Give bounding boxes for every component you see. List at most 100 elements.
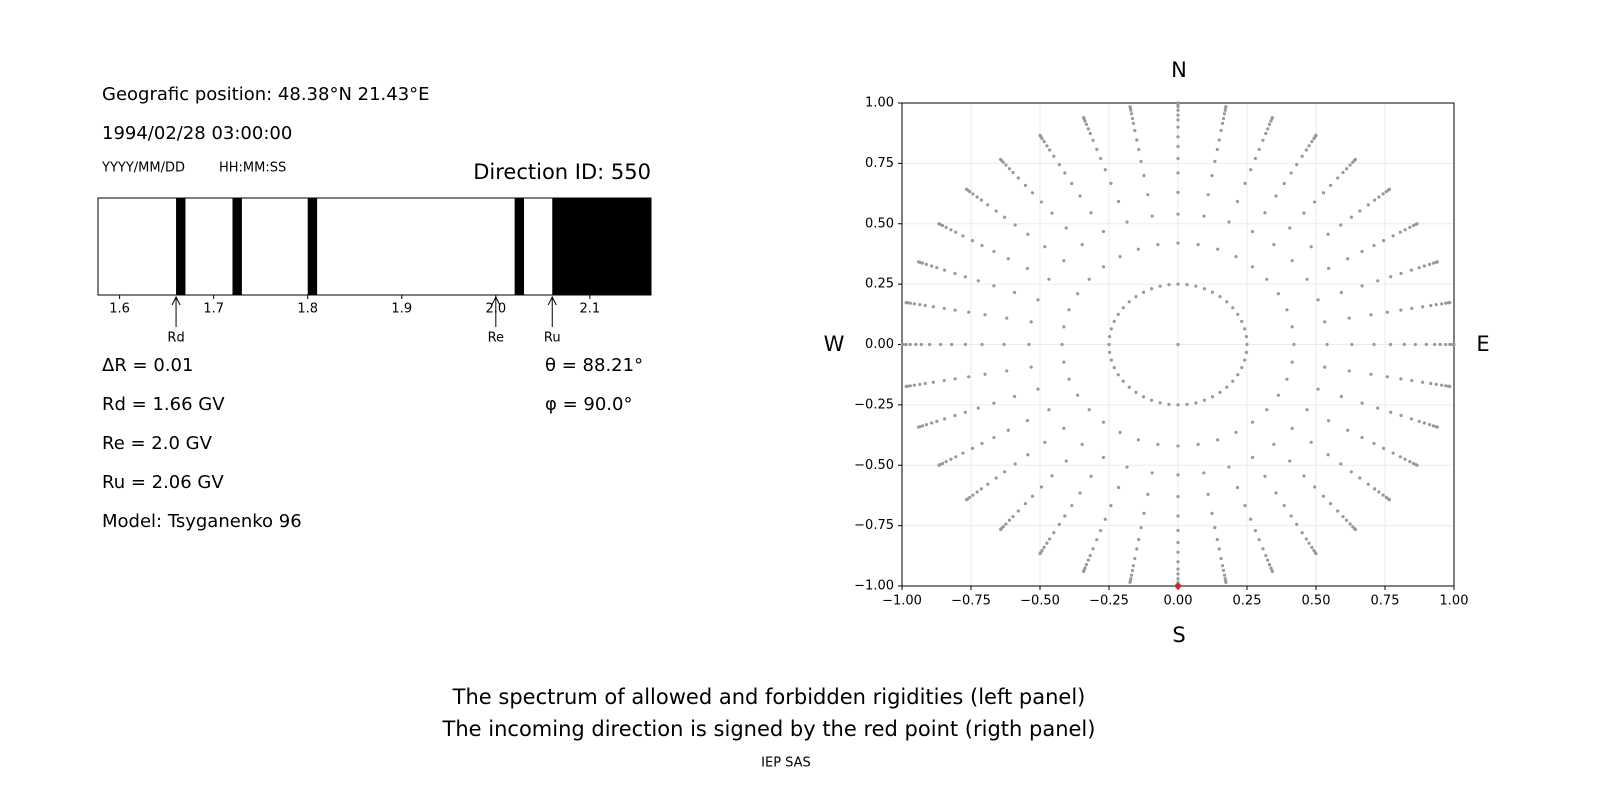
direction-point [1005,316,1009,320]
direction-point [917,425,921,429]
direction-point [1076,393,1080,397]
forbidden-band [307,198,318,295]
direction-point [1176,118,1180,122]
direction-point [1136,247,1140,251]
direction-point [1176,282,1180,286]
direction-point [1376,279,1380,283]
direction-point [950,342,954,347]
direction-point [942,268,947,272]
direction-point [1403,457,1407,461]
direction-point [1013,223,1017,227]
direction-point [1369,372,1373,376]
direction-point [1129,112,1134,116]
direction-point [1276,292,1280,296]
direction-point [1121,306,1125,310]
info-line: ΔR = 0.01 [102,355,193,376]
direction-point [954,230,958,234]
direction-point [1156,442,1160,446]
direction-point [1025,266,1030,271]
direction-point [1224,105,1228,109]
direction-point [1328,501,1333,506]
arrow-head [491,295,501,306]
direction-point [992,435,996,440]
direction-point [1176,105,1180,109]
x-tick-label: −1.00 [882,594,922,609]
direction-point [964,187,969,191]
direction-point [923,381,927,386]
direction-point [1133,128,1137,133]
direction-point [1139,526,1143,530]
direction-point [1264,553,1268,558]
direction-point [1005,369,1009,373]
direction-point [1349,215,1353,219]
direction-point [908,342,912,347]
direction-point [1150,471,1154,475]
direction-point [1415,222,1419,226]
direction-point [1314,552,1318,556]
direction-point [1070,503,1074,508]
direction-point [900,342,904,347]
direction-point [980,342,984,347]
center-point [1176,342,1180,347]
direction-point [1288,226,1292,230]
direction-point [1235,199,1240,204]
direction-point [919,342,923,347]
direction-point [1381,192,1385,196]
direction-point [1387,498,1392,502]
direction-point [1389,410,1393,414]
direction-point [1349,470,1353,474]
direction-point [1080,442,1084,446]
direction-point [904,300,908,305]
direction-point [1146,492,1150,496]
direction-point [1250,265,1255,269]
direction-point [1323,365,1327,369]
direction-point [1202,214,1206,218]
direction-point [1366,482,1370,486]
direction-point [1313,200,1317,204]
direction-point [1116,373,1120,377]
direction-point [1435,425,1439,429]
direction-point [1045,144,1049,148]
direction-point [1084,563,1089,567]
direction-point [1185,283,1189,287]
direction-point [1101,265,1106,269]
direction-point [1309,440,1313,444]
direction-point [1063,171,1067,175]
direction-point [1095,538,1099,542]
direction-point [1448,384,1452,389]
direction-point [1372,243,1376,248]
direction-point [1348,522,1352,526]
direction-point [1003,470,1007,474]
direction-point [1006,428,1010,432]
x-tick-label: −0.25 [1089,594,1129,609]
direction-point [1422,421,1426,425]
direction-point [1007,518,1012,522]
direction-point [1350,342,1354,347]
compass-label: S [1172,623,1185,647]
y-tick-label: −0.50 [854,458,894,473]
direction-point [1003,215,1007,219]
direction-point [1290,360,1294,364]
direction-point [1266,127,1270,131]
direction-point [967,310,971,314]
x-tick-label: 0.75 [1371,594,1400,609]
direction-point [1431,424,1436,428]
direction-point [970,446,975,450]
direction-point [1234,255,1238,259]
direction-point [1399,308,1403,312]
direction-point [976,406,980,410]
direction-point [1176,560,1180,564]
direction-point [920,424,925,428]
direction-point [1360,249,1364,254]
direction-point [1176,495,1180,499]
arrow-head [171,295,181,306]
direction-point [904,342,908,347]
direction-point [971,493,975,497]
direction-point [1274,194,1278,198]
info-line: Re = 2.0 GV [102,433,213,454]
direction-point [1417,419,1421,423]
direction-point [1326,453,1330,457]
direction-point [918,382,922,386]
direction-point [1064,459,1068,463]
x-tick-label: −0.75 [951,594,991,609]
